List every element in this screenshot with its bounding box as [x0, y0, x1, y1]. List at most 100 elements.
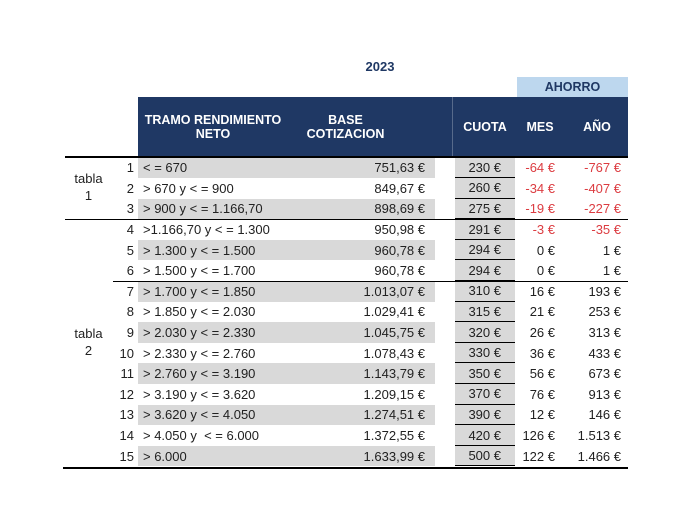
ahorro-ano-cell[interactable]: -407 €	[584, 180, 621, 196]
base-cotizacion-cell[interactable]: 960,78 €	[374, 263, 425, 279]
col-header-cuota[interactable]: CUOTA	[463, 119, 507, 134]
base-cotizacion-cell[interactable]: 1.372,55 €	[363, 428, 425, 444]
ahorro-ano-cell[interactable]: -35 €	[591, 222, 621, 238]
cuota-cell[interactable]: 390 €	[455, 404, 515, 426]
row-number-cell[interactable]: 9	[126, 325, 134, 341]
cuota-cell[interactable]: 315 €	[455, 301, 515, 323]
ahorro-mes-cell[interactable]: 76 €	[529, 386, 555, 402]
year-title[interactable]: 2023	[365, 59, 395, 74]
ahorro-ano-cell[interactable]: 146 €	[588, 407, 621, 423]
ahorro-mes-cell[interactable]: 12 €	[529, 407, 555, 423]
ahorro-mes-cell[interactable]: 0 €	[536, 263, 555, 279]
cuota-cell[interactable]: 294 €	[455, 239, 515, 261]
base-cotizacion-cell[interactable]: 751,63 €	[374, 160, 425, 176]
ahorro-mes-cell[interactable]: -3 €	[532, 222, 555, 238]
base-cotizacion-cell[interactable]: 1.029,41 €	[363, 304, 425, 320]
row-number-cell[interactable]: 1	[126, 160, 134, 176]
ahorro-ano-cell[interactable]: 433 €	[588, 345, 621, 361]
ahorro-ano-cell[interactable]: -227 €	[584, 201, 621, 217]
tramo-cell[interactable]: < = 670	[143, 160, 188, 176]
row-number-cell[interactable]: 2	[126, 180, 134, 196]
base-cotizacion-cell[interactable]: 950,98 €	[374, 222, 425, 238]
row-number-cell[interactable]: 11	[120, 366, 135, 382]
ahorro-mes-cell[interactable]: 122 €	[522, 448, 555, 464]
tramo-cell[interactable]: > 3.190 y < = 3.620	[143, 386, 256, 402]
tramo-cell[interactable]: > 2.760 y < = 3.190	[143, 366, 256, 382]
ahorro-ano-cell[interactable]: 313 €	[588, 325, 621, 341]
cuota-cell[interactable]: 310 €	[455, 281, 515, 302]
tramo-cell[interactable]: > 6.000	[143, 448, 187, 464]
cuota-cell[interactable]: 420 €	[455, 425, 515, 446]
row-number-cell[interactable]: 6	[126, 263, 134, 279]
ahorro-ano-cell[interactable]: 673 €	[588, 366, 621, 382]
tramo-cell[interactable]: > 2.030 y < = 2.330	[143, 325, 256, 341]
base-cotizacion-cell[interactable]: 849,67 €	[374, 180, 425, 196]
ahorro-mes-cell[interactable]: 36 €	[529, 345, 555, 361]
ahorro-ano-cell[interactable]: 253 €	[588, 304, 621, 320]
tramo-cell[interactable]: > 1.300 y < = 1.500	[143, 242, 256, 258]
cuota-cell[interactable]: 275 €	[455, 198, 515, 220]
ahorro-mes-cell[interactable]: -34 €	[525, 180, 555, 196]
group-label-tabla-1[interactable]: tabla 1	[74, 171, 103, 203]
cuota-cell[interactable]: 350 €	[455, 363, 515, 385]
tramo-cell[interactable]: > 670 y < = 900	[143, 180, 234, 196]
cuota-cell[interactable]: 291 €	[455, 219, 515, 240]
ahorro-ano-cell[interactable]: 1 €	[602, 263, 621, 279]
base-cotizacion-cell[interactable]: 960,78 €	[374, 242, 425, 258]
row-number-cell[interactable]: 5	[126, 242, 134, 258]
col-header-base[interactable]: BASE COTIZACION	[306, 112, 385, 141]
row-number-cell[interactable]: 13	[119, 407, 134, 423]
cuota-cell[interactable]: 500 €	[455, 445, 515, 467]
col-header-tramo[interactable]: TRAMO RENDIMIENTO NETO	[144, 112, 282, 141]
row-number-cell[interactable]: 10	[119, 345, 134, 361]
cuota-cell[interactable]: 320 €	[455, 322, 515, 343]
col-header-mes[interactable]: MES	[526, 119, 554, 134]
ahorro-mes-cell[interactable]: -19 €	[525, 201, 555, 217]
ahorro-ano-cell[interactable]: 193 €	[588, 283, 621, 299]
cuota-cell[interactable]: 330 €	[455, 342, 515, 364]
ahorro-mes-cell[interactable]: 26 €	[529, 325, 555, 341]
ahorro-mes-cell[interactable]: 56 €	[529, 366, 555, 382]
cuota-cell[interactable]: 230 €	[455, 157, 515, 179]
tramo-cell[interactable]: > 1.700 y < = 1.850	[143, 283, 256, 299]
tramo-cell[interactable]: > 3.620 y < = 4.050	[143, 407, 256, 423]
tramo-cell[interactable]: > 900 y < = 1.166,70	[143, 201, 263, 217]
row-number-cell[interactable]: 3	[126, 201, 134, 217]
cuota-cell[interactable]: 260 €	[455, 178, 515, 199]
ahorro-ano-cell[interactable]: 913 €	[588, 386, 621, 402]
row-number-cell[interactable]: 7	[126, 283, 134, 299]
ahorro-header-cell[interactable]: AHORRO	[517, 77, 628, 97]
row-number-cell[interactable]: 8	[126, 304, 134, 320]
table-body: 1 < = 670 751,63 € 230 € -64 € -767 € 2 …	[65, 157, 628, 467]
base-cotizacion-cell[interactable]: 1.013,07 €	[363, 283, 425, 299]
base-cotizacion-cell[interactable]: 898,69 €	[374, 201, 425, 217]
ahorro-mes-cell[interactable]: -64 €	[525, 160, 555, 176]
row-number-cell[interactable]: 4	[126, 222, 134, 238]
tramo-cell[interactable]: >1.166,70 y < = 1.300	[143, 222, 270, 238]
col-header-ano[interactable]: AÑO	[583, 119, 611, 134]
ahorro-ano-cell[interactable]: 1 €	[602, 242, 621, 258]
base-cotizacion-cell[interactable]: 1.633,99 €	[363, 448, 425, 464]
tramo-cell[interactable]: > 1.850 y < = 2.030	[143, 304, 256, 320]
ahorro-ano-cell[interactable]: 1.466 €	[577, 448, 621, 464]
ahorro-mes-cell[interactable]: 0 €	[536, 242, 555, 258]
row-number-cell[interactable]: 14	[119, 428, 134, 444]
ahorro-ano-cell[interactable]: -767 €	[584, 160, 621, 176]
cuota-cell[interactable]: 294 €	[455, 260, 515, 282]
tramo-cell[interactable]: > 2.330 y < = 2.760	[143, 345, 256, 361]
tramo-cell[interactable]: > 4.050 y < = 6.000	[143, 428, 260, 444]
tramo-cell[interactable]: > 1.500 y < = 1.700	[143, 263, 256, 279]
base-cotizacion-cell[interactable]: 1.274,51 €	[363, 407, 425, 423]
ahorro-ano-cell[interactable]: 1.513 €	[577, 428, 621, 444]
base-cotizacion-cell[interactable]: 1.045,75 €	[363, 325, 425, 341]
base-cotizacion-cell[interactable]: 1.078,43 €	[363, 345, 425, 361]
row-number-cell[interactable]: 15	[119, 448, 134, 464]
group-label-tabla-2[interactable]: tabla 2	[74, 326, 103, 358]
row-number-cell[interactable]: 12	[119, 386, 134, 402]
cuota-cell[interactable]: 370 €	[455, 384, 515, 405]
ahorro-mes-cell[interactable]: 16 €	[529, 283, 555, 299]
ahorro-mes-cell[interactable]: 21 €	[529, 304, 555, 320]
base-cotizacion-cell[interactable]: 1.143,79 €	[363, 366, 425, 382]
base-cotizacion-cell[interactable]: 1.209,15 €	[363, 386, 425, 402]
ahorro-mes-cell[interactable]: 126 €	[522, 428, 555, 444]
